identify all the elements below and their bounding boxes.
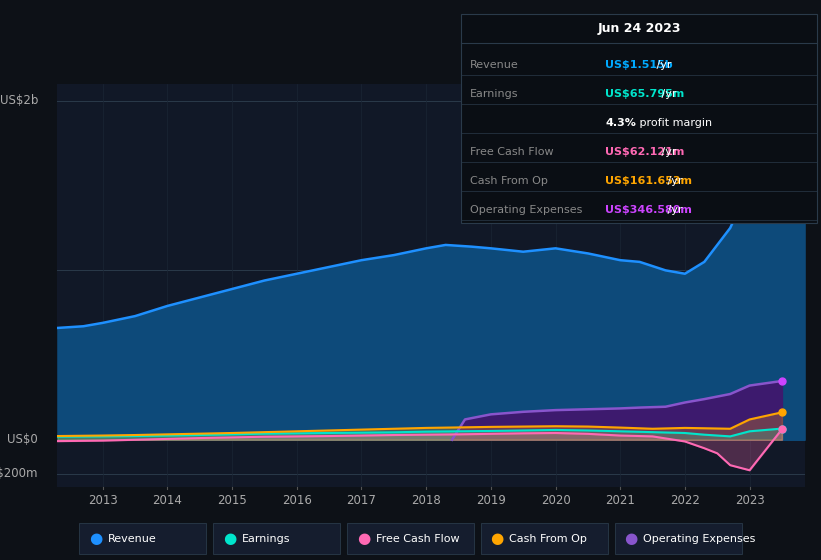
Text: profit margin: profit margin	[636, 118, 713, 128]
Text: ●: ●	[222, 531, 236, 546]
Text: /yr: /yr	[658, 88, 677, 99]
Text: Cash From Op: Cash From Op	[509, 534, 587, 544]
Text: 2013: 2013	[88, 494, 117, 507]
Text: ●: ●	[624, 531, 638, 546]
Text: ●: ●	[491, 531, 504, 546]
Text: Revenue: Revenue	[108, 534, 157, 544]
Text: US$346.580m: US$346.580m	[605, 205, 692, 215]
Text: /yr: /yr	[664, 176, 682, 186]
Text: 4.3%: 4.3%	[605, 118, 636, 128]
Text: 2015: 2015	[218, 494, 247, 507]
Text: 2023: 2023	[735, 494, 764, 507]
Text: /yr: /yr	[654, 59, 672, 69]
Text: 2021: 2021	[605, 494, 635, 507]
Text: US$161.653m: US$161.653m	[605, 176, 692, 186]
Text: /yr: /yr	[664, 205, 682, 215]
Text: /yr: /yr	[658, 147, 677, 157]
Text: Earnings: Earnings	[470, 88, 518, 99]
Text: -US$200m: -US$200m	[0, 467, 38, 480]
Text: US$1.515b: US$1.515b	[605, 59, 672, 69]
Text: Operating Expenses: Operating Expenses	[644, 534, 755, 544]
Text: US$2b: US$2b	[0, 95, 38, 108]
Text: 2019: 2019	[476, 494, 506, 507]
Text: Operating Expenses: Operating Expenses	[470, 205, 582, 215]
Text: US$65.795m: US$65.795m	[605, 88, 685, 99]
Text: ●: ●	[89, 531, 103, 546]
Text: 2014: 2014	[153, 494, 182, 507]
Text: 2016: 2016	[282, 494, 312, 507]
Text: Free Cash Flow: Free Cash Flow	[470, 147, 553, 157]
Text: Cash From Op: Cash From Op	[470, 176, 548, 186]
Text: Jun 24 2023: Jun 24 2023	[598, 22, 681, 35]
Text: 2022: 2022	[670, 494, 699, 507]
Text: 2018: 2018	[411, 494, 441, 507]
Text: US$0: US$0	[7, 433, 38, 446]
Text: 2020: 2020	[541, 494, 571, 507]
Text: Earnings: Earnings	[241, 534, 291, 544]
Text: Revenue: Revenue	[470, 59, 518, 69]
Text: ●: ●	[356, 531, 370, 546]
Text: US$62.121m: US$62.121m	[605, 147, 685, 157]
Text: Free Cash Flow: Free Cash Flow	[376, 534, 459, 544]
Text: 2017: 2017	[346, 494, 376, 507]
